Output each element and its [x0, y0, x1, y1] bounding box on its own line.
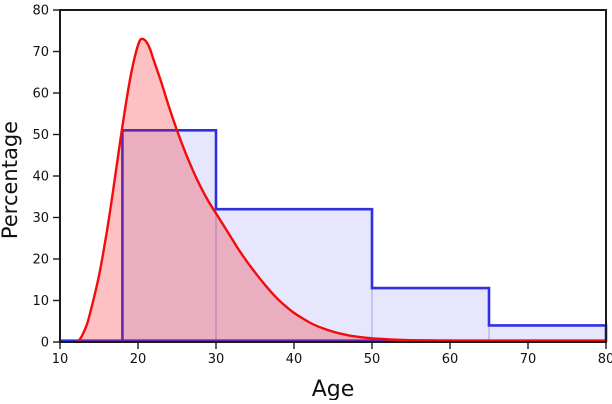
histogram-outline [121, 129, 608, 342]
y-tick-label: 40 [32, 170, 49, 185]
histogram-bar [216, 209, 372, 342]
x-tick-label: 80 [598, 352, 612, 367]
x-tick-label: 20 [130, 352, 147, 367]
y-tick-label: 0 [41, 336, 49, 351]
x-tick-label: 60 [442, 352, 459, 367]
y-tick-label: 30 [32, 211, 49, 226]
kde-line [76, 37, 608, 344]
y-tick-label: 70 [32, 45, 49, 60]
histogram-bar [489, 325, 606, 342]
plot-frame [59, 9, 607, 343]
y-tick-label: 50 [32, 128, 49, 143]
x-tick-label: 50 [364, 352, 381, 367]
y-tick-label: 10 [32, 294, 49, 309]
y-tick-label: 20 [32, 253, 49, 268]
histogram-bar [122, 130, 216, 342]
x-tick-label: 70 [520, 352, 537, 367]
x-tick-label: 10 [52, 352, 69, 367]
y-tick-label: 80 [32, 4, 49, 19]
x-tick-label: 30 [208, 352, 225, 367]
y-tick-label: 60 [32, 87, 49, 102]
kde-fill [77, 38, 606, 342]
x-axis-label: Age [312, 377, 355, 400]
y-axis-label: Percentage [0, 121, 22, 239]
histogram-bar [372, 288, 489, 342]
x-tick-label: 40 [286, 352, 303, 367]
